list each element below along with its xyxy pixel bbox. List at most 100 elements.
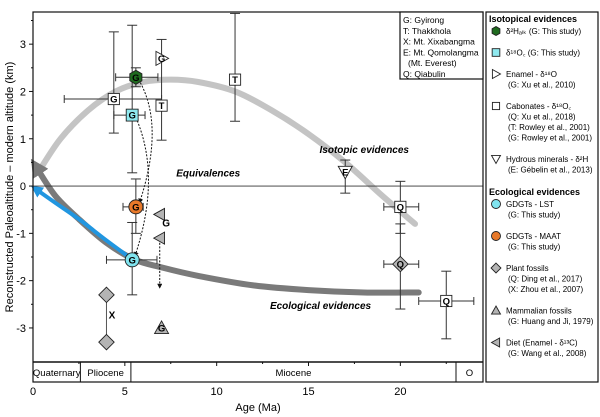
legend-item: Enamel - δ¹⁸O (G: Xu et al., 2010) (491, 68, 576, 90)
circle-orange-marker (128, 199, 144, 215)
legend-item: GDGTs - LST (G: This study) (491, 199, 561, 220)
data-point: G (105, 221, 158, 296)
plot-frame (32, 11, 484, 383)
data-point (98, 286, 115, 304)
data-point: Q (383, 223, 420, 310)
period-label-miocene: Miocene (275, 368, 311, 379)
location-key-box (399, 11, 484, 80)
triangle-up-marker (153, 320, 170, 334)
location-key-entry: Q: Qiabulin (403, 69, 446, 79)
square-cyan-marker (125, 108, 139, 122)
legend-item-text: (G: This study) (508, 211, 561, 220)
legend-item: Diet (Enamel - δ¹³C)(G: Wang et al., 200… (490, 337, 587, 358)
annotation: Equivalences (176, 169, 240, 180)
data-point (152, 207, 165, 222)
data-point: T (228, 12, 242, 122)
data-point: Q (418, 270, 475, 340)
blue-trend-curve (30, 185, 134, 261)
legend-item-text: (G: Huang and Ji, 1979) (508, 317, 594, 326)
square-white-marker (107, 92, 120, 106)
y-axis-label: Reconstructed Paleoaltitude – modern alt… (4, 62, 16, 313)
triangle-down-marker (337, 165, 354, 180)
circle-cyan-legend-icon (491, 199, 501, 209)
legend-item-text: GDGTs - MAAT (506, 232, 561, 241)
location-key-entry: X: Mt. Xixabangma (403, 37, 475, 47)
y-tick-label: -2 (16, 276, 26, 288)
point-site-label: T (232, 75, 238, 86)
triangle-left-legend-icon (490, 337, 501, 348)
legend-item-text: (E: Gébelin et al., 2013) (508, 166, 593, 175)
location-key-entry: G: Gyirong (403, 15, 444, 25)
triangle-up-legend-icon (490, 305, 502, 315)
legend-item-text: (G: Xu et al., 2010) (508, 81, 576, 90)
location-key-entry: E: Mt. Qomolangma (403, 47, 479, 57)
point-site-label: G (158, 323, 165, 334)
circle-cyan-marker (124, 252, 140, 268)
hexagon-marker (129, 69, 143, 85)
point-site-label: Q (443, 296, 450, 307)
site-label: X (109, 310, 116, 321)
legend-section-title: Ecological evidences (489, 187, 580, 197)
diamond-legend-icon (490, 262, 502, 274)
square-white-marker (440, 294, 453, 308)
x-tick-label: 20 (394, 386, 406, 398)
legend-item-text: Mammalian fossils (506, 307, 572, 316)
legend: Isotopical evidences δ²Hₐₗₖ (G: This stud… (485, 11, 599, 383)
x-tick-label: 10 (211, 386, 223, 398)
triangle-left-marker (152, 231, 165, 245)
data-point (152, 231, 165, 245)
x-axis-label: Age (Ma) (235, 402, 280, 414)
legend-item: Cabonates - δ¹⁸O꜀ (Q: Xu et al., 2018)(T:… (491, 101, 592, 143)
x-tick-label: 0 (30, 386, 36, 398)
point-site-label: G (132, 73, 139, 84)
legend-item: Hydrous minerals - δ²H (E: Gébelin et al.… (490, 154, 593, 175)
legend-item-text: (Q: Xu et al., 2018) (508, 113, 576, 122)
y-tick-label: 1 (20, 134, 26, 146)
triangle-right-marker (155, 50, 170, 67)
legend-item: δ¹⁸O꜀ (G: This study) (491, 48, 580, 58)
legend-item-text: Enamel - δ¹⁸O (506, 70, 557, 79)
legend-item: Plant fossils (Q: Ding et al., 2017)(X: Z… (490, 262, 583, 294)
equivalence-arrow (133, 117, 149, 258)
point-site-label: Q (397, 202, 404, 213)
annotation: Ecological evidences (270, 301, 372, 312)
point-site-label: G (128, 111, 135, 122)
y-tick-label: 3 (20, 39, 26, 51)
legend-item-text: δ¹⁸O꜀ (G: This study) (506, 49, 580, 58)
circle-orange-legend-icon (491, 231, 501, 241)
legend-box (485, 11, 599, 383)
legend-item: Mammalian fossils(G: Huang and Ji, 1979) (490, 305, 594, 326)
legend-item-text: Hydrous minerals - δ²H (506, 155, 588, 164)
site-label: G (162, 218, 170, 229)
data-point: G (122, 178, 144, 234)
data-point: E (337, 159, 354, 194)
legend-section-title: Isotopical evidences (489, 14, 577, 24)
y-tick-label: -1 (16, 228, 26, 240)
legend-item-text: (T: Rowley et al., 2001) (508, 123, 590, 132)
triangle-left-marker (152, 207, 165, 222)
data-point: Q (383, 180, 420, 234)
period-label-o: O (466, 368, 473, 379)
point-site-label: G (132, 202, 139, 213)
legend-item-text: GDGTs - LST (506, 200, 554, 209)
period-label-pliocene: Pliocene (87, 368, 123, 379)
location-key-entry: T: Thakkhola (403, 26, 451, 36)
hexagon-legend-icon (491, 25, 501, 37)
location-key-entry: (Mt. Everest) (408, 58, 457, 68)
legend-item-text: (G: Wang et al., 2008) (508, 349, 587, 358)
data-point (98, 333, 115, 351)
triangle-right-legend-icon (491, 68, 502, 80)
legend-item-text: (G: Rowley et al., 2001) (508, 134, 592, 143)
x-tick-label: 5 (122, 386, 128, 398)
diamond-marker (392, 255, 409, 273)
x-tick-label: 15 (302, 386, 314, 398)
legend-item-text: δ²Hₐₗₖ (G: This study) (506, 27, 581, 36)
data-point: G (153, 320, 170, 334)
diamond-marker (98, 286, 115, 304)
legend-item: GDGTs - MAAT (G: This study) (491, 231, 561, 252)
point-site-label: G (128, 255, 135, 266)
square-cyan-legend-icon (491, 48, 501, 57)
